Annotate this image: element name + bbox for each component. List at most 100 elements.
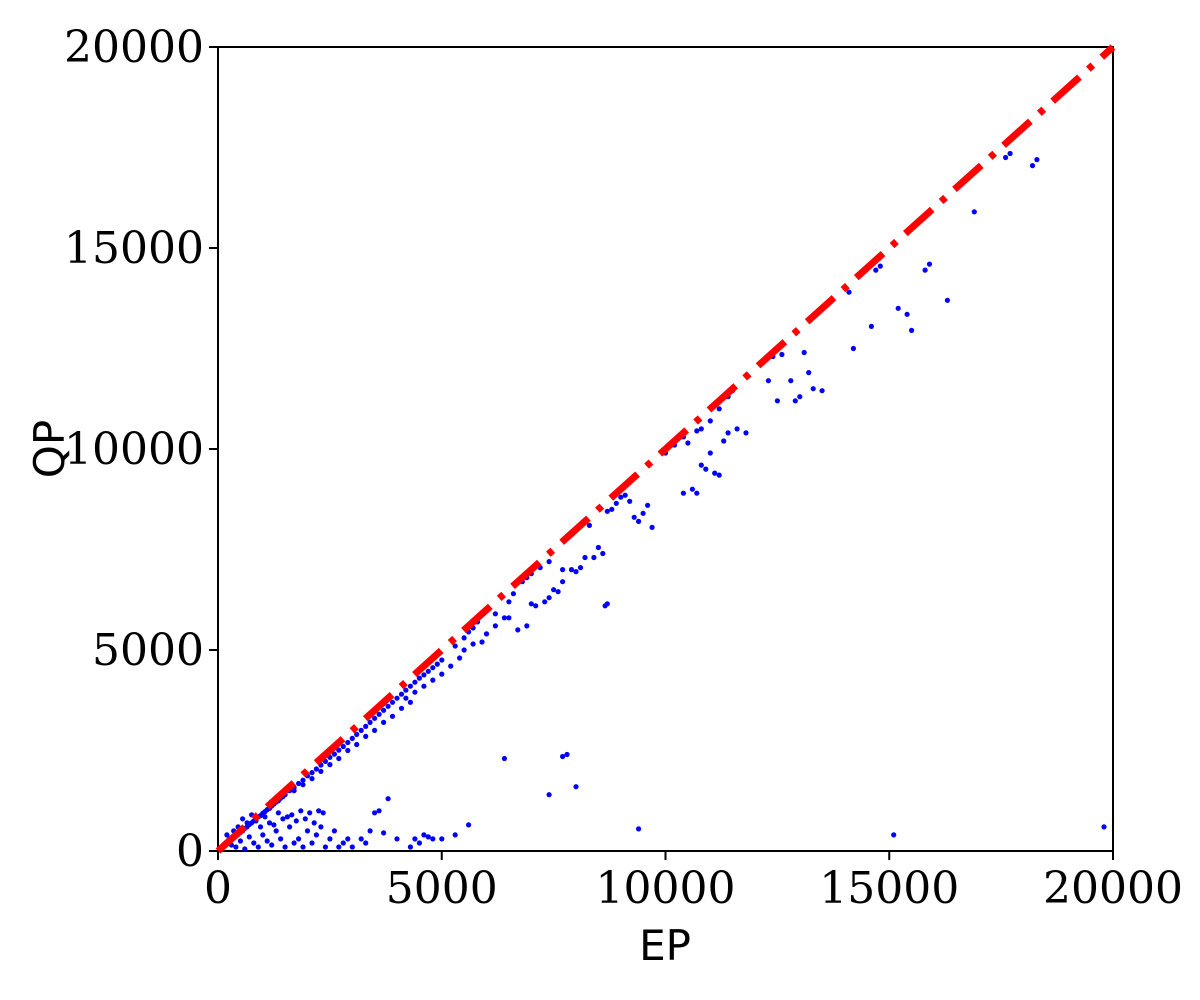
data-point <box>394 836 400 842</box>
data-point <box>302 816 308 822</box>
data-point <box>801 349 807 356</box>
data-point <box>322 844 328 850</box>
data-point <box>1029 163 1036 169</box>
data-point <box>797 394 803 400</box>
data-point <box>734 426 740 432</box>
data-point <box>403 687 409 693</box>
data-point <box>725 430 731 436</box>
data-point <box>439 657 445 663</box>
data-point <box>891 832 897 838</box>
data-point <box>240 816 246 822</box>
data-point <box>273 828 279 834</box>
data-point <box>421 832 427 838</box>
y-tick-label: 5000 <box>92 625 204 676</box>
data-point <box>689 486 696 492</box>
data-point <box>389 699 396 705</box>
data-point <box>345 739 351 746</box>
data-point <box>372 727 378 734</box>
data-point <box>354 731 360 738</box>
data-point <box>246 834 252 840</box>
data-point <box>381 707 387 713</box>
data-point <box>304 828 311 834</box>
data-point <box>551 587 557 593</box>
data-point <box>542 599 548 605</box>
data-point <box>242 846 248 852</box>
data-point <box>850 345 857 352</box>
data-point <box>680 490 687 496</box>
data-point <box>1101 824 1107 830</box>
data-point <box>372 715 378 721</box>
data-point <box>309 840 315 846</box>
x-axis-ticks: 0 5000 10000 15000 20000 <box>204 851 1183 914</box>
data-point <box>434 661 440 667</box>
data-point <box>412 836 418 842</box>
data-point <box>376 808 382 814</box>
data-point <box>316 808 322 814</box>
data-point <box>349 735 355 742</box>
data-point <box>774 398 781 404</box>
data-point <box>257 824 264 830</box>
x-tick-label: 20000 <box>1043 863 1183 914</box>
data-point <box>280 816 286 822</box>
data-point <box>573 569 579 575</box>
data-point <box>309 770 315 776</box>
data-point <box>439 836 445 842</box>
data-point <box>586 522 593 529</box>
data-point <box>645 502 651 508</box>
data-point <box>895 305 901 311</box>
data-point <box>345 836 351 842</box>
data-point <box>430 836 436 842</box>
scatter-points <box>219 150 1107 852</box>
data-point <box>765 378 772 384</box>
data-point <box>792 398 798 404</box>
data-point <box>1034 157 1040 163</box>
data-point <box>291 840 297 846</box>
data-point <box>461 647 467 653</box>
data-point <box>398 691 405 697</box>
data-point <box>528 601 534 607</box>
data-point <box>600 550 606 557</box>
data-point <box>264 838 270 844</box>
data-point <box>275 810 281 816</box>
y-axis-ticks: 0 5000 10000 15000 20000 <box>64 22 218 877</box>
data-point <box>363 723 369 730</box>
data-point <box>307 810 313 816</box>
data-point <box>381 830 387 836</box>
data-point <box>560 567 566 573</box>
data-point <box>363 840 369 846</box>
data-point <box>313 832 319 838</box>
data-point <box>546 792 552 798</box>
data-point <box>622 492 628 498</box>
data-point <box>425 668 431 674</box>
data-point <box>1003 154 1009 161</box>
data-point <box>224 832 230 838</box>
data-point <box>244 820 250 826</box>
data-point <box>407 699 413 705</box>
data-point <box>618 494 624 500</box>
data-point <box>703 466 709 472</box>
data-point <box>300 777 306 783</box>
data-point <box>506 615 512 621</box>
data-point <box>298 808 304 814</box>
y-axis-label: QP <box>25 420 74 478</box>
data-point <box>694 490 700 496</box>
data-point <box>412 679 418 685</box>
data-point <box>430 677 436 683</box>
data-point <box>779 351 785 358</box>
data-point <box>262 814 268 820</box>
data-point <box>439 671 445 677</box>
data-point <box>309 776 315 782</box>
data-point <box>483 631 490 637</box>
data-point <box>331 828 337 834</box>
data-point <box>510 591 516 597</box>
data-point <box>284 814 290 820</box>
data-point <box>546 595 552 601</box>
data-point <box>555 589 561 595</box>
data-point <box>716 406 722 412</box>
data-point <box>595 544 602 551</box>
data-point <box>743 430 749 436</box>
data-point <box>564 751 570 758</box>
data-point <box>376 711 382 717</box>
data-point <box>707 450 713 456</box>
y-tick-label: 0 <box>176 826 204 877</box>
